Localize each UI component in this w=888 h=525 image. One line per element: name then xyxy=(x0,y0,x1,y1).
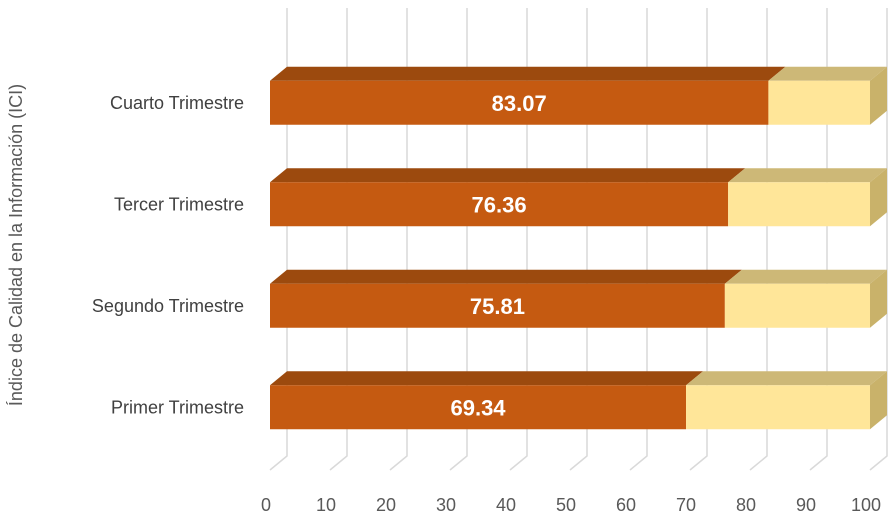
bar-top-face xyxy=(270,371,704,386)
bar-top-face xyxy=(270,66,786,81)
category-labels: Primer Trimestre Segundo Trimestre Tercer … xyxy=(92,93,244,418)
bar-segment xyxy=(768,80,870,125)
bar-side-face xyxy=(870,168,887,227)
bars: 69.34 75.81 76.36 83.07 xyxy=(270,66,887,430)
bar-segment xyxy=(724,283,870,328)
data-label: 69.34 xyxy=(450,395,506,420)
bar-segment xyxy=(728,182,870,227)
gridline xyxy=(809,8,828,471)
bar-segment xyxy=(270,182,729,227)
category-label: Primer Trimestre xyxy=(111,397,244,417)
bar-segment xyxy=(270,283,725,328)
x-tick-label: 60 xyxy=(616,495,636,515)
gridline xyxy=(329,8,348,471)
bar-segment xyxy=(270,80,769,125)
x-tick-label: 30 xyxy=(436,495,456,515)
x-tick-label: 20 xyxy=(376,495,396,515)
category-label: Cuarto Trimestre xyxy=(110,93,244,113)
gridline xyxy=(869,8,888,471)
x-tick-label: 70 xyxy=(676,495,696,515)
bar-top-face xyxy=(270,168,746,183)
x-tick-label: 40 xyxy=(496,495,516,515)
gridline xyxy=(569,8,588,471)
bar-side-face xyxy=(870,66,887,125)
bar-top-face xyxy=(724,269,887,284)
x-tick-label: 100 xyxy=(851,495,881,515)
bar-segment xyxy=(686,385,870,430)
gridlines xyxy=(269,8,888,471)
bar-top-face xyxy=(270,269,742,284)
category-label: Segundo Trimestre xyxy=(92,296,244,316)
bar-top-face xyxy=(768,66,887,81)
x-tick-label: 80 xyxy=(736,495,756,515)
data-label: 76.36 xyxy=(472,192,527,217)
y-axis-title: Índice de Calidad en la Información (ICI… xyxy=(6,84,26,406)
gridline xyxy=(749,8,768,471)
gridline xyxy=(629,8,648,471)
bar-top-face xyxy=(728,168,887,183)
gridline xyxy=(389,8,408,471)
category-label: Tercer Trimestre xyxy=(114,194,244,214)
x-tick-label: 90 xyxy=(796,495,816,515)
gridline xyxy=(509,8,528,471)
data-label: 83.07 xyxy=(492,91,547,116)
x-tick-label: 0 xyxy=(261,495,271,515)
data-label: 75.81 xyxy=(470,294,525,319)
bar-side-face xyxy=(870,269,887,328)
bar-segment xyxy=(270,385,687,430)
bar-top-face xyxy=(686,371,887,386)
x-tick-label: 50 xyxy=(556,495,576,515)
x-axis-ticks: 0 10 20 30 40 50 60 70 80 90 100 xyxy=(261,495,881,515)
gridline xyxy=(689,8,708,471)
bar-side-face xyxy=(870,371,887,430)
gridline xyxy=(269,8,288,471)
gridline xyxy=(449,8,468,471)
x-tick-label: 10 xyxy=(316,495,336,515)
